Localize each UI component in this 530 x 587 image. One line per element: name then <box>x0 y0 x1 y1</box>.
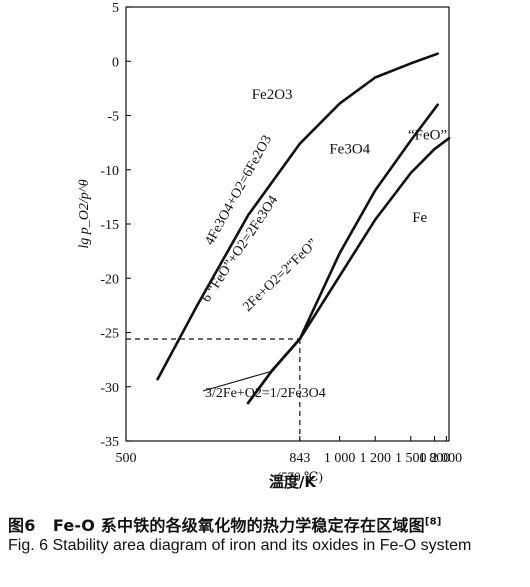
curve-label-3: 2Fe+O2=2“FeO” <box>240 236 321 314</box>
curves <box>126 52 451 441</box>
x-tick-sublabel: (570 ℃) <box>277 469 323 484</box>
region-label: Fe3O4 <box>329 141 370 157</box>
y-tick-label: -30 <box>100 381 119 396</box>
y-tick-label: -20 <box>100 272 119 287</box>
x-tick-label: 843 <box>289 451 310 466</box>
caption-cn-figure-number: 图6 <box>8 516 36 535</box>
y-axis-label: lg p_O2/p^θ <box>77 179 92 248</box>
y-tick-label: -10 <box>100 164 119 179</box>
x-tick-label: 1 000 <box>324 451 356 466</box>
x-tick-label: 1 200 <box>359 451 391 466</box>
y-tick-label: -25 <box>100 327 119 342</box>
x-tick-label: 1 500 <box>395 451 427 466</box>
plot-frame <box>125 6 450 442</box>
y-tick-label: 0 <box>112 55 119 70</box>
curve-label-4: 3/2Fe+O2=1/2Fe3O4 <box>205 386 326 401</box>
region-label: “FeO” <box>408 127 447 143</box>
x-tick-label: 1 800 <box>419 451 451 466</box>
series-line-1 <box>156 52 439 381</box>
x-tick-label: 500 <box>116 451 137 466</box>
y-tick-label: -35 <box>100 435 119 450</box>
caption-chinese: 图6 Fe-O 系中铁的各级氧化物的热力学稳定存在区域图[8] <box>8 512 522 536</box>
caption-cn-reference: [8] <box>424 516 442 528</box>
region-label: Fe <box>412 210 427 226</box>
caption-en-figure-number: Fig. 6 <box>8 537 49 554</box>
y-tick-label: -15 <box>100 218 119 233</box>
caption-cn-text: Fe-O 系中铁的各级氧化物的热力学稳定存在区域图 <box>52 516 425 535</box>
curve-label-leader <box>202 369 275 392</box>
region-label: Fe2O3 <box>252 87 293 103</box>
series-line-3 <box>298 137 451 341</box>
caption-en-text: Stability area diagram of iron and its o… <box>52 537 472 554</box>
y-tick-label: 5 <box>112 1 119 16</box>
caption-english: Fig. 6 Stability area diagram of iron an… <box>8 536 522 556</box>
x-tick-label: 2 000 <box>431 451 463 466</box>
x-axis-label: 温度/K <box>269 473 317 491</box>
y-tick-label: -5 <box>107 110 119 125</box>
